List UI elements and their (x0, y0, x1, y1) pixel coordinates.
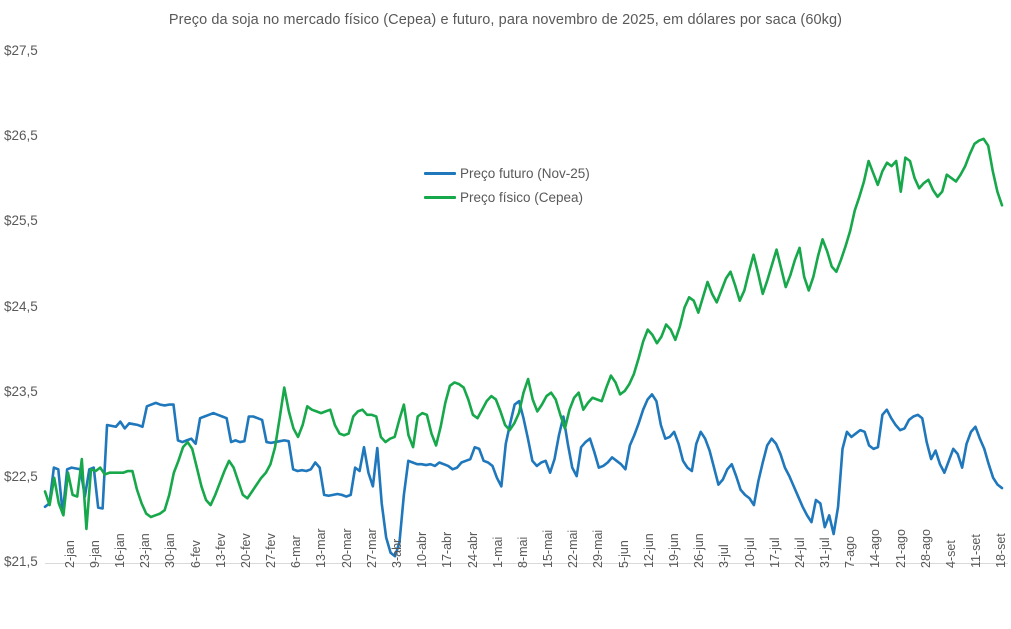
x-tick-label: 17-jul (767, 537, 782, 568)
x-tick-label: 20-fev (238, 533, 253, 568)
x-tick-label: 4-set (944, 540, 959, 568)
x-tick-label: 8-mai (515, 536, 530, 568)
chart-legend: Preço futuro (Nov-25) Preço físico (Cepe… (424, 161, 590, 209)
legend-swatch-blue-icon (424, 171, 456, 175)
x-tick-label: 5-jun (616, 540, 631, 568)
x-tick-label: 10-abr (415, 531, 430, 568)
x-tick-label: 30-jan (163, 533, 178, 568)
y-tick-label: $22,5 (4, 468, 38, 484)
x-tick-label: 18-set (994, 533, 1009, 568)
x-tick-label: 13-fev (213, 533, 228, 568)
x-tick-label: 29-mai (591, 529, 606, 568)
x-tick-label: 7-ago (843, 536, 858, 568)
x-tick-label: 22-mai (566, 529, 581, 568)
x-tick-label: 23-jan (138, 533, 153, 568)
x-tick-label: 3-abr (389, 538, 404, 568)
legend-item-preco-futuro[interactable]: Preço futuro (Nov-25) (424, 161, 590, 185)
x-tick-label: 21-ago (893, 529, 908, 568)
legend-label-preco-fisico: Preço físico (Cepea) (460, 189, 584, 205)
line-preco-fisico (43, 137, 1004, 531)
x-tick-label: 1-mai (490, 536, 505, 568)
x-tick-label: 31-jul (818, 537, 833, 568)
x-tick-label: 6-mar (289, 535, 304, 568)
x-tick-label: 3-jul (717, 544, 732, 568)
x-tick-label: 26-jun (692, 533, 707, 568)
line-preco-futuro (43, 393, 1004, 558)
y-tick-label: $25,5 (4, 213, 38, 229)
x-tick-label: 11-set (969, 534, 984, 568)
x-tick-label: 2-jan (62, 540, 77, 568)
x-tick-label: 13-mar (314, 528, 329, 568)
series-group (43, 137, 1004, 558)
legend-label-preco-futuro: Preço futuro (Nov-25) (460, 165, 590, 181)
x-tick-label: 27-mar (364, 528, 379, 568)
chart-title: Preço da soja no mercado físico (Cepea) … (168, 12, 843, 28)
x-tick-label: 17-abr (440, 531, 455, 568)
y-tick-label: $23,5 (4, 383, 38, 399)
x-tick-label: 9-jan (87, 540, 102, 568)
x-tick-label: 14-ago (868, 529, 883, 568)
x-tick-label: 28-ago (918, 529, 933, 568)
y-tick-label: $26,5 (4, 128, 38, 144)
legend-item-preco-fisico[interactable]: Preço físico (Cepea) (424, 185, 590, 209)
x-tick-label: 6-fev (188, 540, 203, 568)
x-tick-label: 10-jul (742, 537, 757, 568)
x-tick-label: 16-jan (112, 533, 127, 568)
x-tick-label: 15-mai (541, 529, 556, 568)
legend-swatch-green-icon (424, 195, 456, 199)
y-tick-label: $24,5 (4, 298, 38, 314)
y-tick-label: $27,5 (4, 43, 38, 58)
x-tick-label: 24-jul (792, 537, 807, 568)
x-tick-label: 24-abr (465, 531, 480, 568)
y-tick-label: $21,5 (4, 554, 38, 569)
x-tick-label: 20-mar (339, 528, 354, 568)
x-tick-label: 12-jun (641, 533, 656, 568)
x-tick-label: 19-jun (667, 533, 681, 568)
x-tick-label: 27-fev (264, 533, 279, 568)
